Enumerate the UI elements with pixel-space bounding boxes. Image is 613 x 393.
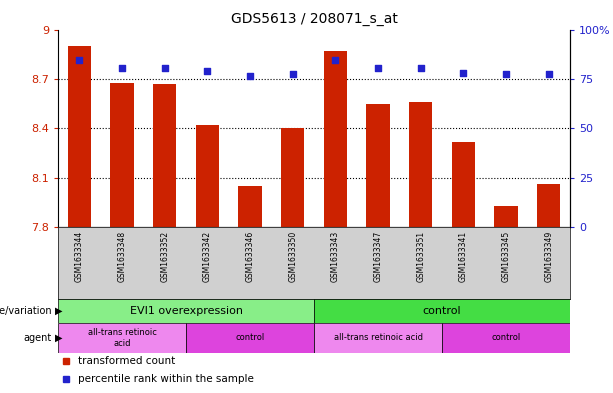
- Bar: [314, 299, 570, 323]
- Text: GSM1633350: GSM1633350: [288, 231, 297, 282]
- Bar: [442, 323, 570, 353]
- Point: [544, 71, 554, 77]
- Bar: [110, 83, 134, 227]
- Text: GSM1633347: GSM1633347: [373, 231, 383, 282]
- Text: GSM1633352: GSM1633352: [160, 231, 169, 282]
- Point: [202, 68, 212, 74]
- Text: agent: agent: [24, 333, 52, 343]
- Text: ▶: ▶: [55, 333, 63, 343]
- Point: [245, 73, 255, 79]
- Text: all-trans retinoic acid: all-trans retinoic acid: [333, 334, 422, 343]
- Text: GSM1633342: GSM1633342: [203, 231, 212, 282]
- Text: control: control: [492, 334, 520, 343]
- Bar: [67, 46, 91, 227]
- Point: [373, 64, 383, 71]
- Text: GSM1633341: GSM1633341: [459, 231, 468, 282]
- Text: genotype/variation: genotype/variation: [0, 306, 52, 316]
- Bar: [494, 206, 518, 227]
- Text: GSM1633346: GSM1633346: [245, 231, 254, 282]
- Text: GSM1633348: GSM1633348: [118, 231, 126, 282]
- Text: transformed count: transformed count: [78, 356, 176, 366]
- Text: GSM1633349: GSM1633349: [544, 231, 553, 282]
- Bar: [196, 125, 219, 227]
- Point: [459, 70, 468, 76]
- Point: [117, 64, 127, 71]
- Text: ▶: ▶: [55, 306, 63, 316]
- Bar: [186, 323, 314, 353]
- Text: GSM1633345: GSM1633345: [501, 231, 511, 282]
- Text: all-trans retinoic
acid: all-trans retinoic acid: [88, 328, 156, 348]
- Text: control: control: [235, 334, 265, 343]
- Text: EVI1 overexpression: EVI1 overexpression: [129, 306, 243, 316]
- Title: GDS5613 / 208071_s_at: GDS5613 / 208071_s_at: [230, 12, 397, 26]
- Text: control: control: [423, 306, 462, 316]
- Bar: [153, 84, 177, 227]
- Bar: [409, 102, 432, 227]
- Text: GSM1633351: GSM1633351: [416, 231, 425, 282]
- Point: [287, 71, 297, 77]
- Bar: [238, 186, 262, 227]
- Point: [160, 64, 170, 71]
- Bar: [537, 184, 560, 227]
- Point: [330, 57, 340, 63]
- Bar: [58, 323, 186, 353]
- Text: GSM1633344: GSM1633344: [75, 231, 84, 282]
- Point: [416, 64, 425, 71]
- Point: [74, 57, 84, 63]
- Bar: [324, 51, 347, 227]
- Text: GSM1633343: GSM1633343: [331, 231, 340, 282]
- Bar: [366, 104, 390, 227]
- Bar: [58, 299, 314, 323]
- Bar: [314, 323, 442, 353]
- Bar: [452, 141, 475, 227]
- Bar: [281, 129, 305, 227]
- Point: [501, 71, 511, 77]
- Text: percentile rank within the sample: percentile rank within the sample: [78, 374, 254, 384]
